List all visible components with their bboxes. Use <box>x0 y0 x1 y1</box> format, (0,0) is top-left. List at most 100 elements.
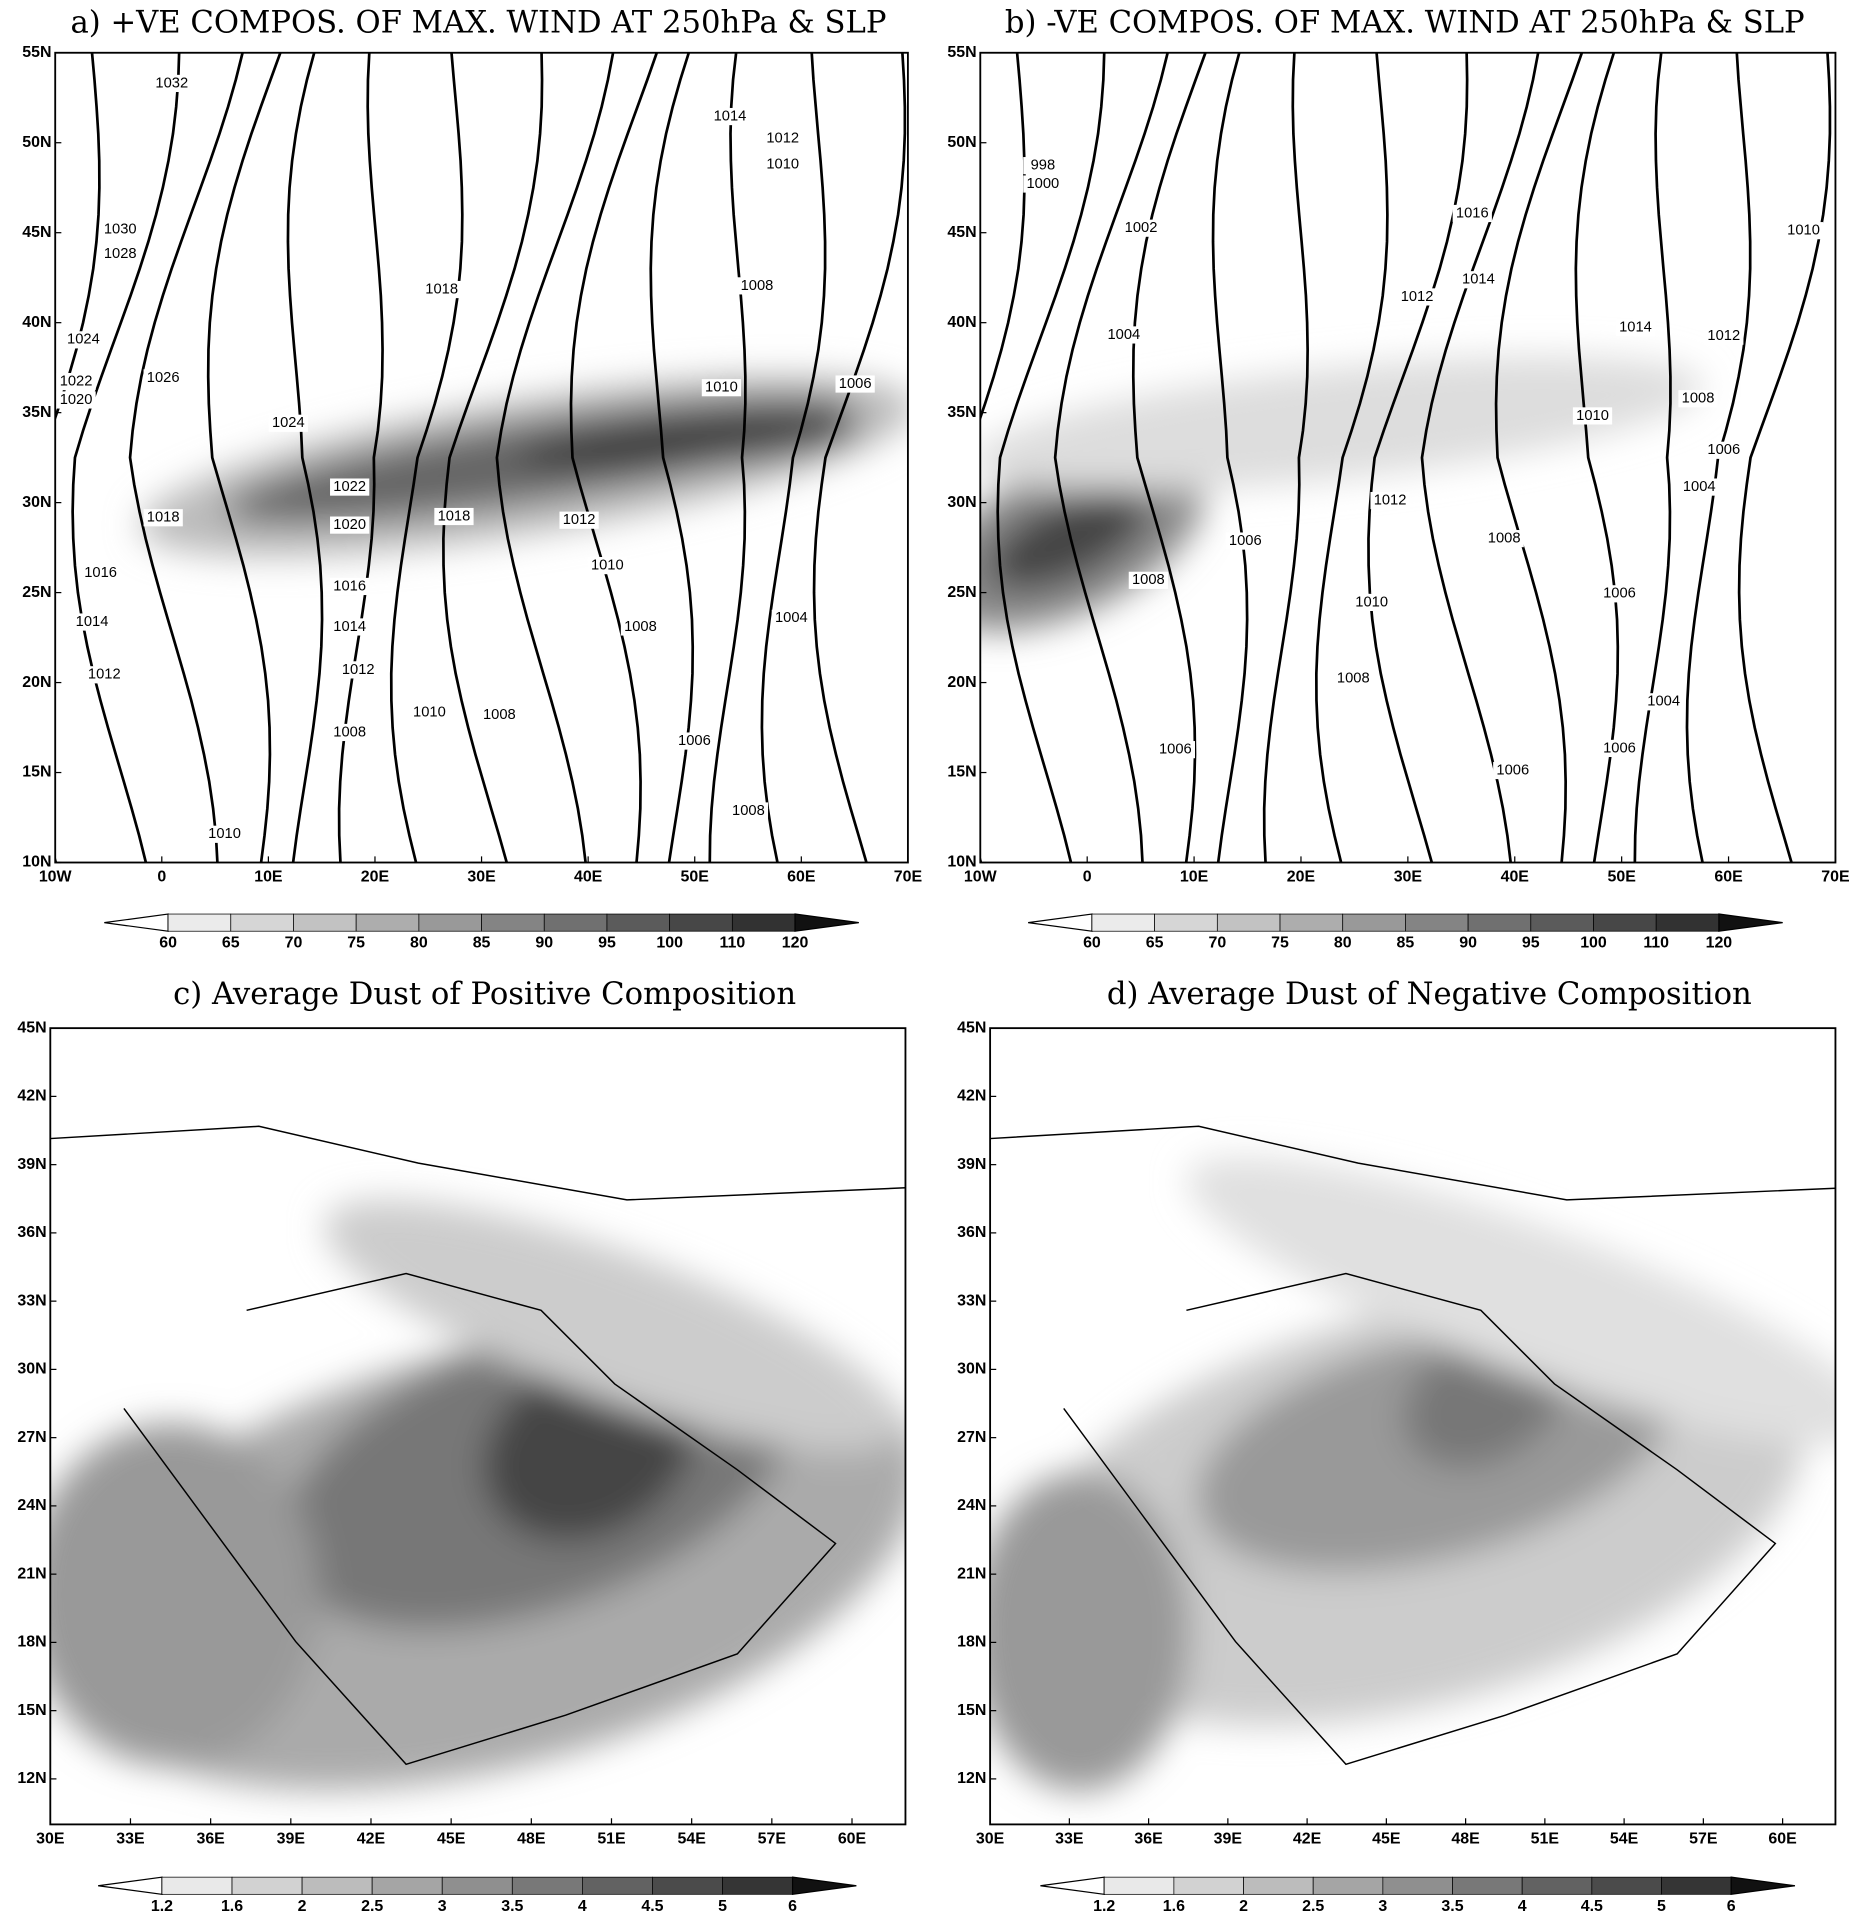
shade-region <box>324 1199 903 1451</box>
colorbar-label: 3.5 <box>501 1898 523 1915</box>
x-tick-label: 51E <box>1531 1830 1559 1847</box>
contour-label: 1000 <box>1026 176 1059 192</box>
contour-label: 1008 <box>1337 670 1370 686</box>
contour-label-bg <box>737 277 777 295</box>
colorbar-label: 4 <box>1518 1898 1527 1915</box>
map-area <box>50 1125 906 1790</box>
y-tick-label: 20N <box>22 674 51 691</box>
x-tick-label: 60E <box>787 868 815 885</box>
colorbar-box <box>1467 913 1532 932</box>
contour-label-bg <box>1783 222 1824 240</box>
contour-label-bg <box>1333 669 1373 688</box>
contour-label-bg <box>674 732 715 750</box>
isobar <box>708 52 747 863</box>
x-tick-label: 30E <box>36 1830 64 1847</box>
contour-label-bg <box>1704 327 1744 345</box>
y-tick-label: 18N <box>17 1634 46 1651</box>
colorbar-box <box>1591 1876 1662 1895</box>
contour-label-bg <box>701 379 742 397</box>
contour-label: 1008 <box>1132 572 1165 588</box>
contour-label-bg <box>409 704 450 722</box>
y-tick-label: 35N <box>947 404 976 421</box>
isobar <box>996 52 1106 863</box>
contour-label-bg <box>152 74 192 93</box>
contour-label-bg <box>143 369 183 387</box>
colorbar-label: 85 <box>1397 935 1415 952</box>
colorbar-box <box>355 913 420 932</box>
colorbar-label: 4.5 <box>1581 1898 1603 1915</box>
shade-region <box>988 490 1147 590</box>
colorbar-box <box>1530 913 1594 932</box>
y-tick-label: 25N <box>22 584 51 601</box>
contour-label-bg <box>1599 739 1640 757</box>
shade-region <box>50 1423 319 1767</box>
map-area <box>55 52 908 863</box>
colorbar-min-arrow <box>1028 913 1093 932</box>
contour-label-bg <box>835 375 875 393</box>
contour-label: 1002 <box>1125 220 1158 236</box>
y-tick-label: 40N <box>22 314 51 331</box>
contour-label: 1004 <box>775 610 808 626</box>
y-tick-label: 25N <box>947 584 976 601</box>
isobar <box>1314 52 1389 863</box>
contour-label: 1008 <box>1488 530 1521 546</box>
colorbar-label: 3 <box>1378 1898 1387 1915</box>
x-tick-label: 33E <box>1055 1830 1083 1847</box>
contour-label: 1004 <box>1647 694 1680 710</box>
x-tick-label: 0 <box>157 868 166 885</box>
y-tick-label: 50N <box>22 134 51 151</box>
x-tick-label: 70E <box>1821 868 1849 885</box>
contour-label-bg <box>1572 407 1613 425</box>
contour-label: 1012 <box>766 131 799 147</box>
y-tick-label: 15N <box>947 764 976 781</box>
panel-title: c) Average Dust of Positive Composition <box>173 977 796 1012</box>
contour-label: 1018 <box>438 508 471 524</box>
isobar <box>389 52 464 863</box>
contour-label: 1012 <box>1374 492 1407 508</box>
colorbar-label: 3.5 <box>1441 1898 1463 1915</box>
contour-label: 1010 <box>1576 408 1609 424</box>
contour-label-bg <box>1155 741 1196 759</box>
contour-label: 1006 <box>1229 533 1262 549</box>
x-tick-label: 60E <box>1714 868 1742 885</box>
isobar <box>760 52 827 863</box>
colorbar-label: 120 <box>1706 935 1733 952</box>
contour-label: 1012 <box>88 667 121 683</box>
contour-label: 1006 <box>839 376 872 392</box>
colorbar-box <box>669 913 733 932</box>
contour-label: 1024 <box>67 332 100 348</box>
colorbar-label: 2.5 <box>1302 1898 1324 1915</box>
contour-label: 1004 <box>1683 479 1716 495</box>
colorbar-label: 90 <box>1459 935 1477 952</box>
y-tick-label: 55N <box>947 44 976 61</box>
panel-title: a) +VE COMPOS. OF MAX. WIND AT 250hPa & … <box>70 6 886 41</box>
contour-label-bg <box>1352 593 1392 611</box>
colorbar-box <box>582 1876 653 1895</box>
colorbar-box <box>293 913 357 932</box>
contour-label-bg <box>330 723 370 742</box>
contour-label-bg <box>479 706 519 724</box>
colorbar-box <box>1342 913 1406 932</box>
colorbar-box <box>606 913 671 932</box>
contour-label-bg <box>1704 441 1744 459</box>
shade-region <box>515 410 859 473</box>
contour-label: 1006 <box>1603 740 1636 756</box>
colorbar-label: 1.2 <box>151 1898 173 1915</box>
colorbar-label: 2.5 <box>361 1898 383 1915</box>
y-tick-label: 50N <box>947 134 976 151</box>
y-tick-label: 42N <box>957 1088 986 1105</box>
contour-label: 1010 <box>591 557 624 573</box>
contour-label-bg <box>1493 761 1533 780</box>
coastline <box>50 1125 906 1201</box>
colorbar-box <box>418 913 482 932</box>
colorbar-min-arrow <box>1040 1876 1105 1896</box>
colorbar-label: 100 <box>1580 935 1607 952</box>
x-tick-label: 42E <box>1293 1830 1321 1847</box>
colorbar-box <box>1279 913 1344 932</box>
contour-label-bg <box>56 391 96 409</box>
colorbar-box <box>1661 1876 1732 1895</box>
contour-label-bg <box>330 516 370 534</box>
colorbar-box <box>731 913 796 932</box>
y-tick-label: 15N <box>22 764 51 781</box>
colorbar-box <box>1655 913 1720 932</box>
